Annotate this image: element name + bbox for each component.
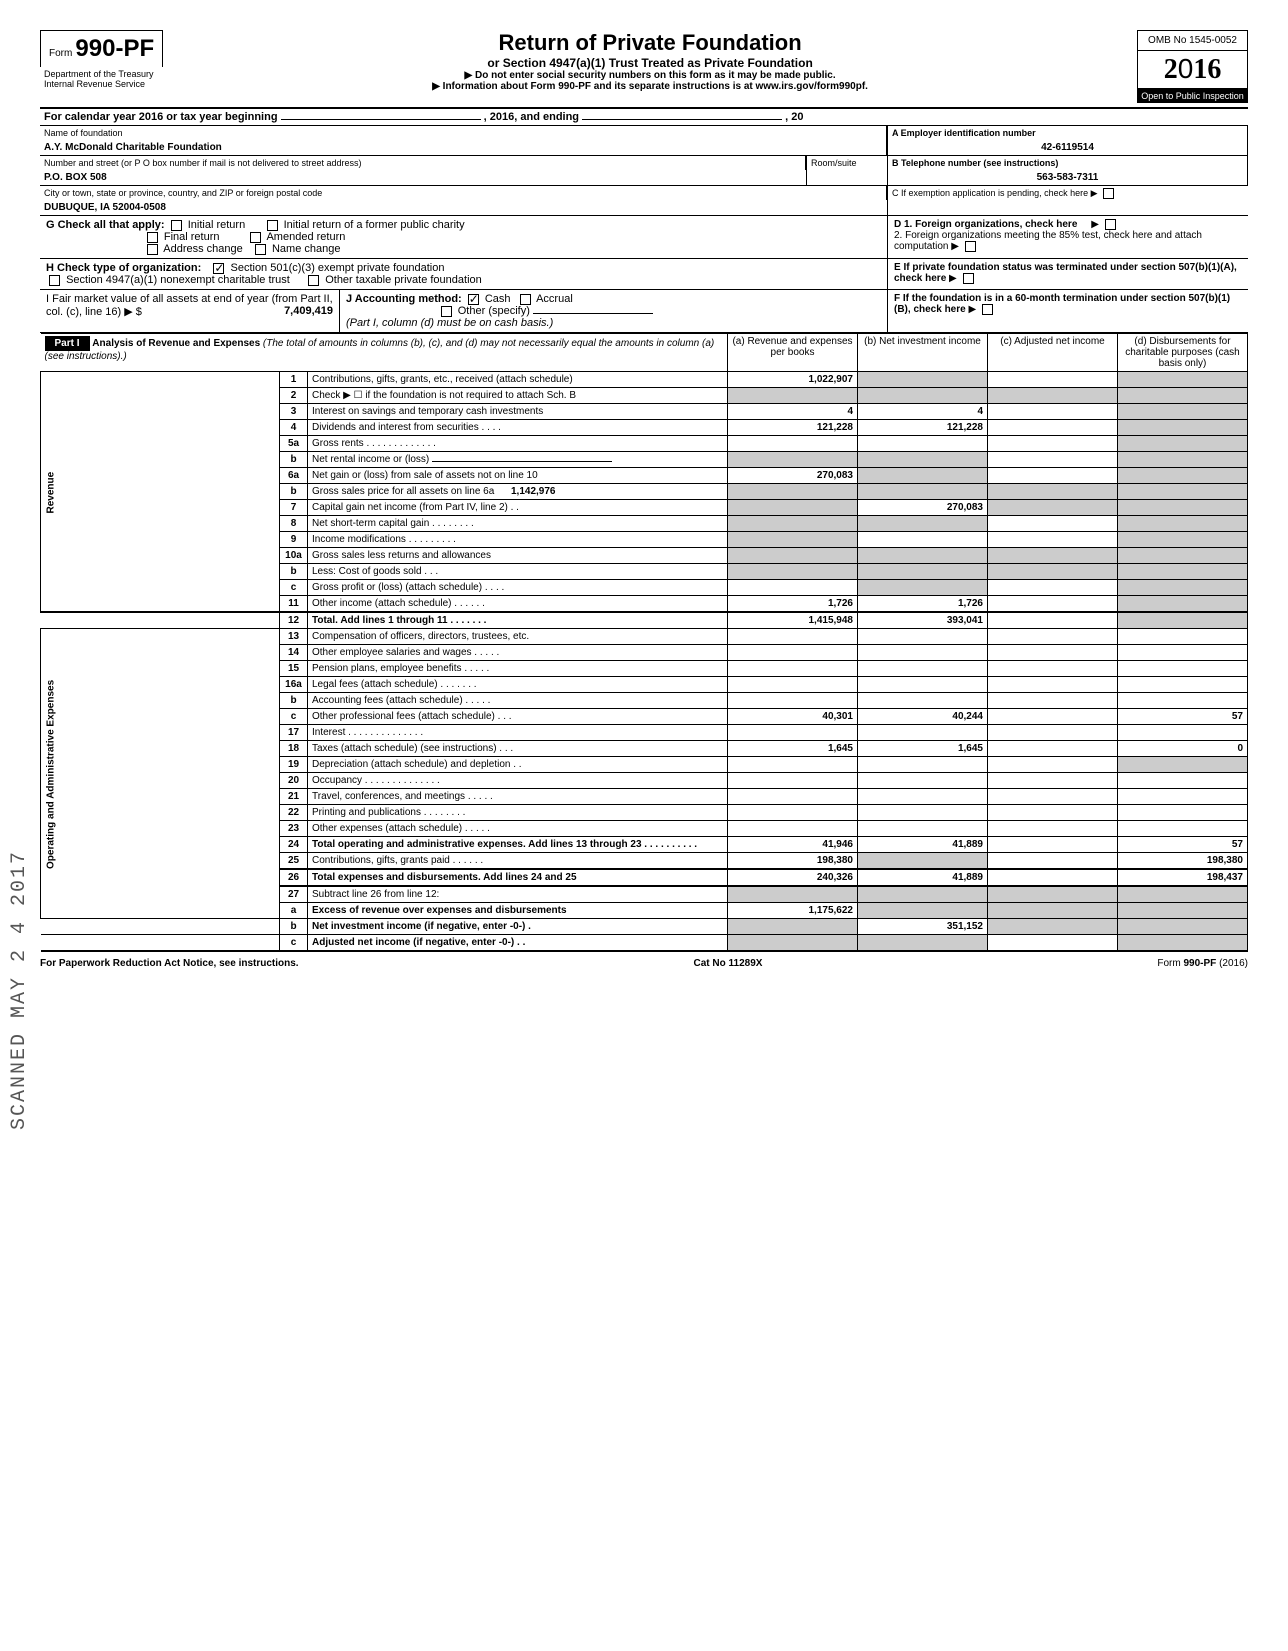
scanned-stamp: SCANNED MAY 2 4 2017 [8,850,31,1130]
calendar-year-row: For calendar year 2016 or tax year begin… [40,109,1248,126]
omb-number: OMB No 1545-0052 [1137,30,1248,51]
line-12: 12Total. Add lines 1 through 11 . . . . … [41,612,1248,629]
d2-label: 2. Foreign organizations meeting the 85%… [894,230,1202,252]
sub-title: or Section 4947(a)(1) Trust Treated as P… [163,56,1137,70]
form-prefix: Form [49,48,72,59]
addr-label: Number and street (or P O box number if … [40,156,806,170]
dept-irs: Internal Revenue Service [44,79,159,89]
j-other-checkbox[interactable] [441,306,452,317]
footer-left: For Paperwork Reduction Act Notice, see … [40,958,299,969]
city-label: City or town, state or province, country… [40,186,887,200]
g-addr-change-checkbox[interactable] [147,244,158,255]
h-opt3: Other taxable private foundation [325,274,482,286]
g-amended: Amended return [266,231,345,243]
line-27b: bNet investment income (if negative, ent… [41,919,1248,935]
g-final: Final return [164,231,220,243]
g-label: G Check all that apply: [46,219,165,231]
i-value: 7,409,419 [284,305,333,317]
ein-value: 42-6119514 [888,140,1248,156]
public-inspection: Open to Public Inspection [1137,89,1248,103]
expenses-side-label: Operating and Administrative Expenses [41,629,280,919]
c-checkbox[interactable] [1103,188,1114,199]
form-header: Form 990-PF Department of the Treasury I… [40,30,1248,109]
h-4947-checkbox[interactable] [49,275,60,286]
name-label: Name of foundation [40,126,887,140]
g-addr-change: Address change [163,243,243,255]
col-d-header: (d) Disbursements for charitable purpose… [1118,334,1248,372]
col-b-header: (b) Net investment income [858,334,988,372]
g-name-change-checkbox[interactable] [255,244,266,255]
line-1: Revenue 1Contributions, gifts, grants, e… [41,372,1248,388]
foundation-city: DUBUQUE, IA 52004-0508 [40,200,887,215]
main-title: Return of Private Foundation [163,30,1137,56]
line-13: Operating and Administrative Expenses 13… [41,629,1248,645]
ein-label: A Employer identification number [888,126,1248,140]
d1-checkbox[interactable] [1105,219,1116,230]
j-note: (Part I, column (d) must be on cash basi… [346,317,553,329]
form-number: 990-PF [75,35,154,62]
c-label: C If exemption application is pending, c… [888,186,1248,201]
h-other-checkbox[interactable] [308,275,319,286]
col-c-header: (c) Adjusted net income [988,334,1118,372]
g-initial-former: Initial return of a former public charit… [284,219,465,231]
e-label: E If private foundation status was termi… [894,262,1237,284]
revenue-side-label: Revenue [41,372,280,613]
part1-table: Part I Analysis of Revenue and Expenses … [40,333,1248,952]
j-accrual: Accrual [536,293,573,305]
instr-ssn: ▶ Do not enter social security numbers o… [163,70,1137,81]
g-name-change: Name change [272,243,341,255]
foundation-address: P.O. BOX 508 [40,170,806,185]
foundation-name: A.Y. McDonald Charitable Foundation [40,140,887,156]
tax-year: 2016 [1137,51,1248,89]
j-cash: Cash [485,293,511,305]
col-a-header: (a) Revenue and expenses per books [728,334,858,372]
room-label: Room/suite [807,156,887,170]
f-label: F If the foundation is in a 60-month ter… [894,293,1230,315]
g-final-checkbox[interactable] [147,232,158,243]
footer-right: Form 990-PF (2016) [1157,958,1248,969]
d2-checkbox[interactable] [965,241,976,252]
tel-value: 563-583-7311 [888,170,1248,186]
g-initial: Initial return [188,219,245,231]
f-checkbox[interactable] [982,304,993,315]
g-initial-checkbox[interactable] [171,220,182,231]
part1-title: Analysis of Revenue and Expenses [92,338,260,349]
g-initial-former-checkbox[interactable] [267,220,278,231]
j-other: Other (specify) [458,305,530,317]
h-opt1: Section 501(c)(3) exempt private foundat… [230,262,444,274]
tel-label: B Telephone number (see instructions) [888,156,1248,170]
footer: For Paperwork Reduction Act Notice, see … [40,952,1248,969]
j-cash-checkbox[interactable] [468,294,479,305]
h-label: H Check type of organization: [46,262,201,274]
dept-treasury: Department of the Treasury [44,69,159,79]
d1-label: D 1. Foreign organizations, check here [894,219,1077,230]
g-amended-checkbox[interactable] [250,232,261,243]
h-opt2: Section 4947(a)(1) nonexempt charitable … [66,274,290,286]
j-label: J Accounting method: [346,293,462,305]
j-accrual-checkbox[interactable] [520,294,531,305]
part1-label: Part I [45,336,90,351]
line-27c: cAdjusted net income (if negative, enter… [41,935,1248,952]
e-checkbox[interactable] [963,273,974,284]
h-501c3-checkbox[interactable] [213,263,224,274]
footer-mid: Cat No 11289X [694,958,763,969]
instr-info: ▶ Information about Form 990-PF and its … [163,81,1137,92]
